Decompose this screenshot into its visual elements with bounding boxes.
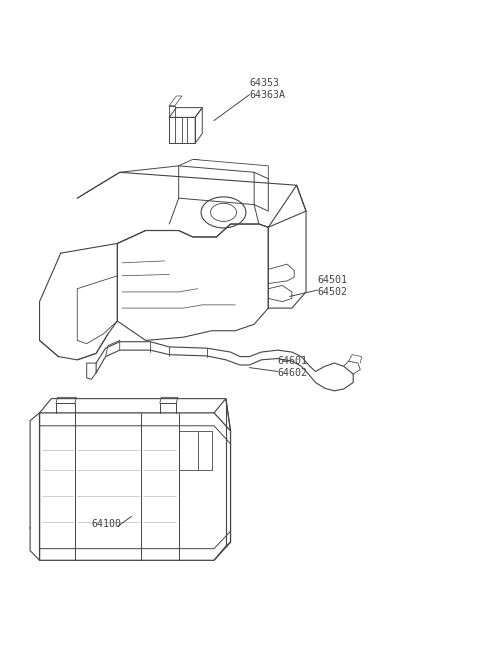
Text: 64602: 64602: [278, 368, 308, 378]
Text: 64501: 64501: [318, 276, 348, 286]
Text: 64363A: 64363A: [250, 90, 286, 100]
Text: 64601: 64601: [278, 356, 308, 366]
Text: 64100: 64100: [91, 519, 121, 529]
Text: 64353: 64353: [250, 78, 279, 88]
Text: 64502: 64502: [318, 287, 348, 297]
